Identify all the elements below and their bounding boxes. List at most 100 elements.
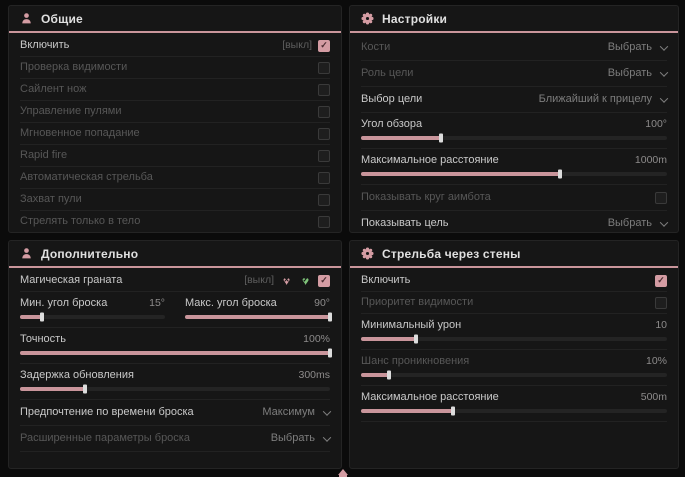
checkbox[interactable] (318, 61, 330, 74)
row-bones: Кости Выбрать (361, 35, 669, 61)
panel-general: Общие Включить [выкл] Проверка видимости… (8, 5, 342, 233)
slider-track[interactable] (20, 387, 330, 391)
dropdown-value: Выбрать (270, 432, 315, 444)
row-show-aimbot-circle: Показывать круг аимбота (361, 185, 667, 211)
dropdown[interactable]: Выбрать (608, 217, 669, 230)
panel-additional-body: Магическая граната [выкл] ♥✕ ♥✓ Мин. уго… (9, 268, 341, 468)
checkbox[interactable] (318, 127, 330, 140)
checkbox[interactable] (655, 274, 667, 287)
slider-fill (185, 315, 330, 319)
slider-track[interactable] (20, 315, 165, 319)
row-label: Угол обзора (361, 118, 423, 130)
chevron-down-icon (322, 406, 332, 416)
dropdown-value: Максимум (262, 406, 315, 418)
row-label: Захват пули (20, 193, 82, 205)
dropdown[interactable]: Выбрать (608, 41, 669, 54)
dropdown[interactable]: Ближайший к прицелу (538, 93, 669, 106)
slider-value: 100° (645, 118, 667, 130)
row-silent-knife: Сайлент нож (20, 79, 330, 101)
panel-general-body: Включить [выкл] Проверка видимости Сайле… (9, 33, 341, 232)
slider-fill (20, 315, 42, 319)
row-max-distance: Максимальное расстояние 1000m (361, 149, 667, 185)
row-label: Точность (20, 333, 66, 345)
gear-icon (361, 12, 374, 25)
row-label: Кости (361, 41, 391, 53)
row-label: Максимальное расстояние (361, 154, 499, 166)
row-label: Выбор цели (361, 93, 423, 105)
dropdown[interactable]: Максимум (262, 406, 332, 419)
slider-track[interactable] (20, 351, 330, 355)
row-min-damage: Минимальный урон 10 (361, 314, 667, 350)
checkbox[interactable] (318, 193, 330, 206)
row-label: Мгновенное попадание (20, 127, 140, 139)
row-target-selection: Выбор цели Ближайший к прицелу (361, 87, 669, 113)
gear-icon (361, 247, 374, 260)
row-label: Шанс проникновения (361, 355, 470, 367)
panel-general-header[interactable]: Общие (9, 6, 341, 33)
up-arrow-icon[interactable] (337, 469, 348, 477)
checkbox[interactable] (655, 191, 667, 204)
broken-heart-icon[interactable]: ♥ ✕ (282, 273, 291, 288)
slider-fill (361, 136, 441, 140)
row-throw-time-preference: Предпочтение по времени броска Максимум (20, 400, 332, 426)
dropdown-value: Ближайший к прицелу (538, 93, 652, 105)
dropdown[interactable]: Выбрать (607, 67, 669, 80)
slider-track[interactable] (361, 409, 667, 413)
checkbox[interactable] (318, 215, 330, 228)
slider-fill (20, 387, 86, 391)
row-enable: Включить (361, 270, 667, 292)
row-magic-grenade: Магическая граната [выкл] ♥ ✕ ♥ ✓ (20, 270, 330, 292)
slider-value: 300ms (298, 369, 330, 381)
row-max-distance: Максимальное расстояние 500m (361, 386, 667, 422)
chevron-down-icon (322, 432, 332, 442)
row-label: Проверка видимости (20, 61, 128, 73)
checkbox[interactable] (318, 274, 330, 287)
row-enable: Включить [выкл] (20, 35, 330, 57)
checkbox[interactable] (318, 83, 330, 96)
dropdown-value: Выбрать (607, 67, 652, 79)
panel-wallbang-header[interactable]: Стрельба через стены (350, 241, 678, 268)
checkbox[interactable] (655, 296, 667, 309)
row-label: Макс. угол броска (185, 297, 277, 309)
row-throw-angles: Мин. угол броска 15° Макс. угол броска 9… (20, 292, 330, 328)
row-label: Показывать цель (361, 217, 449, 229)
slider-track[interactable] (185, 315, 330, 319)
row-fov: Угол обзора 100° (361, 113, 667, 149)
slider-track[interactable] (361, 373, 667, 377)
chevron-down-icon (659, 67, 669, 77)
row-target-role: Роль цели Выбрать (361, 61, 669, 87)
row-advanced-throw-params: Расширенные параметры броска Выбрать (20, 426, 332, 452)
dropdown[interactable]: Выбрать (270, 432, 332, 445)
slider-fill (361, 409, 453, 413)
checkbox[interactable] (318, 105, 330, 118)
checkbox[interactable] (318, 171, 330, 184)
row-label: Минимальный урон (361, 319, 462, 331)
slider-value: 90° (314, 297, 330, 309)
panel-title: Стрельба через стены (382, 246, 521, 261)
row-label: Роль цели (361, 67, 414, 79)
slider-fill (361, 172, 560, 176)
slider-value: 15° (149, 297, 165, 309)
slider-track[interactable] (361, 172, 667, 176)
checkbox[interactable] (318, 39, 330, 52)
row-label: Включить (20, 39, 70, 51)
checkbox[interactable] (318, 149, 330, 162)
row-label: Максимальное расстояние (361, 391, 499, 403)
panel-settings-header[interactable]: Настройки (350, 6, 678, 33)
row-label: Сайлент нож (20, 83, 87, 95)
slider-fill (361, 373, 389, 377)
row-rapid-fire: Rapid fire (20, 145, 330, 167)
row-body-only: Стрелять только в тело (20, 211, 330, 232)
row-label: Задержка обновления (20, 369, 134, 381)
row-accuracy: Точность 100% (20, 328, 330, 364)
chevron-down-icon (659, 41, 669, 51)
row-label: Расширенные параметры броска (20, 432, 190, 444)
panel-title: Дополнительно (41, 246, 139, 261)
panel-settings-body: Кости Выбрать Роль цели Выбрать Выбор це… (350, 33, 678, 232)
state-hint: [выкл] (244, 274, 274, 286)
panel-title: Общие (41, 11, 83, 26)
heal-heart-icon[interactable]: ♥ ✓ (301, 273, 310, 288)
panel-additional-header[interactable]: Дополнительно (9, 241, 341, 268)
slider-track[interactable] (361, 337, 667, 341)
slider-track[interactable] (361, 136, 667, 140)
